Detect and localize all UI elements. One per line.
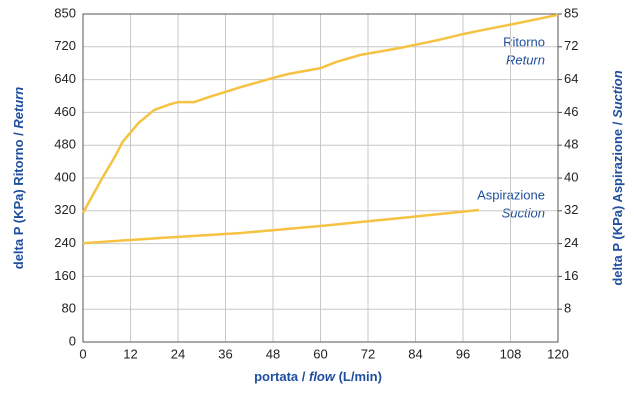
x-tick-label: 120 [547,346,569,361]
y-tick-label: 720 [54,38,76,53]
x-tick-label: 60 [313,346,327,361]
y-tick-label: 0 [69,333,76,348]
x-axis-label: portata / flow (L/min) [254,369,382,384]
y2-tick-label: 72 [564,38,578,53]
y2-tick-label: 32 [564,202,578,217]
annotation: Ritorno [503,34,545,49]
y-tick-label: 80 [62,301,76,316]
series-line [81,13,559,214]
y-tick-label: 850 [54,5,76,20]
x-tick-label: 48 [266,346,280,361]
x-tick-label: 84 [408,346,422,361]
x-tick-label: 108 [500,346,522,361]
x-tick-label: 72 [361,346,375,361]
y-tick-label: 320 [54,202,76,217]
y-tick-label: 240 [54,235,76,250]
y2-tick-label: 48 [564,137,578,152]
y2-tick-label: 64 [564,71,578,86]
x-tick-label: 12 [123,346,137,361]
y-tick-label: 460 [54,104,76,119]
y2-tick-label: 46 [564,104,578,119]
x-tick-label: 0 [79,346,86,361]
y-tick-label: 480 [54,137,76,152]
y-tick-label: 640 [54,71,76,86]
series-line [82,208,479,245]
x-tick-label: 36 [218,346,232,361]
y-axis-label: delta P (KPa) Ritorno / Return [11,87,26,270]
plot-frame [82,13,559,343]
y2-tick-label: 8 [564,301,571,316]
y-tick-label: 160 [54,268,76,283]
annotation: Suction [502,205,545,220]
x-tick-label: 24 [171,346,185,361]
y2-tick-label: 40 [564,169,578,184]
annotation: Return [506,52,545,67]
y2-axis-label: delta P (KPa) Aspirazione / Suction [610,70,625,285]
x-tick-label: 96 [456,346,470,361]
y-tick-label: 400 [54,169,76,184]
annotation: Aspirazione [477,187,545,202]
y2-tick-label: 85 [564,5,578,20]
y2-tick-label: 16 [564,268,578,283]
y2-tick-label: 24 [564,235,578,250]
